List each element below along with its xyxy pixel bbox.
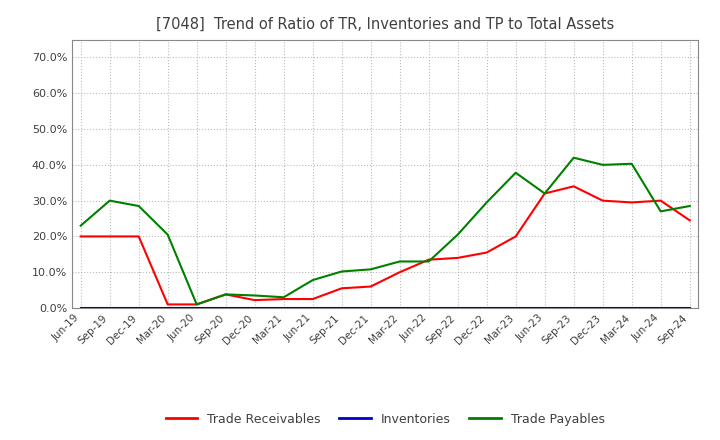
Legend: Trade Receivables, Inventories, Trade Payables: Trade Receivables, Inventories, Trade Pa… bbox=[161, 407, 610, 431]
Title: [7048]  Trend of Ratio of TR, Inventories and TP to Total Assets: [7048] Trend of Ratio of TR, Inventories… bbox=[156, 16, 614, 32]
